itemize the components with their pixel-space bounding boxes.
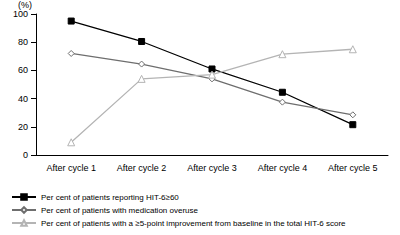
svg-text:After cycle 5: After cycle 5 [328,163,378,173]
svg-text:After cycle 4: After cycle 4 [258,163,308,173]
svg-text:100: 100 [13,9,28,19]
svg-text:60: 60 [18,65,28,75]
svg-text:80: 80 [18,37,28,47]
svg-text:Per cent of patients reporting: Per cent of patients reporting HIT-6≥60 [41,193,179,202]
svg-text:Per cent of patients with medi: Per cent of patients with medication ove… [41,206,199,215]
svg-text:20: 20 [18,122,28,132]
svg-text:After cycle 2: After cycle 2 [117,163,167,173]
svg-text:Per cent of patients with a ≥5: Per cent of patients with a ≥5-point imp… [41,219,346,228]
svg-text:0: 0 [23,150,28,160]
svg-text:40: 40 [18,94,28,104]
svg-text:After cycle 1: After cycle 1 [46,163,96,173]
svg-text:After cycle 3: After cycle 3 [187,163,237,173]
